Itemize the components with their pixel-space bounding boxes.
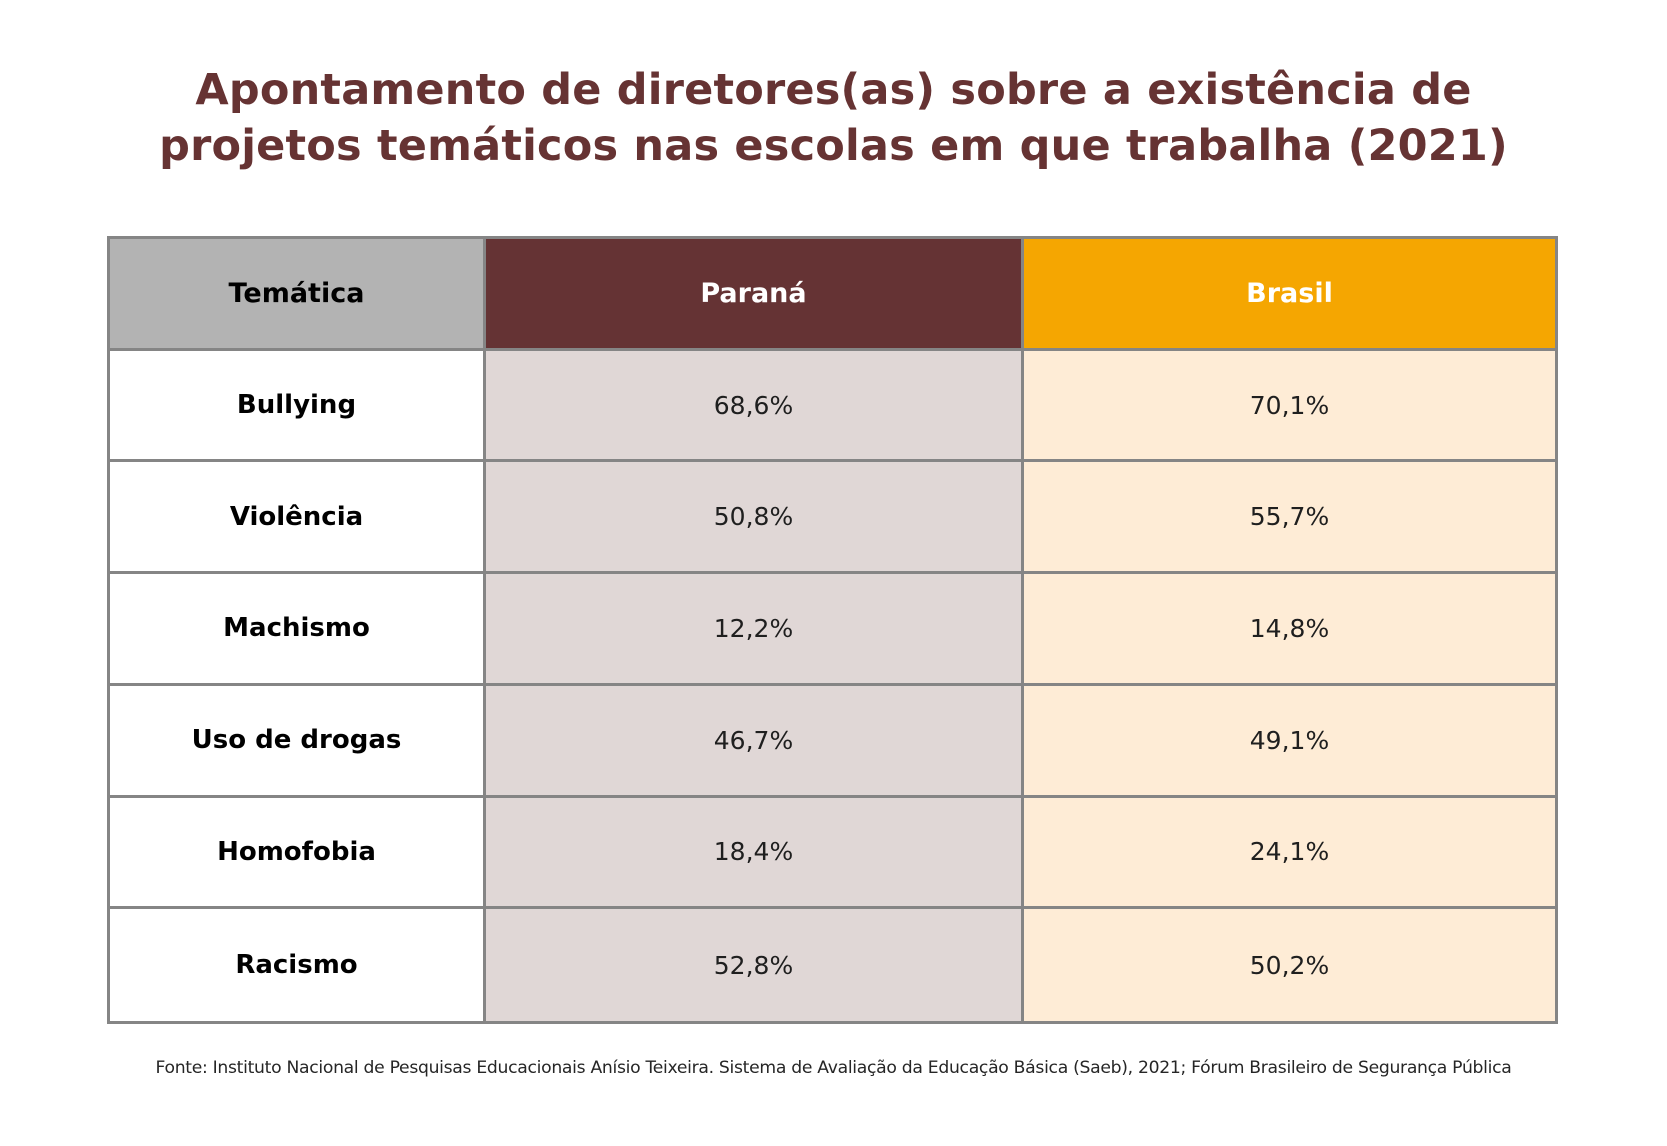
row-label: Racismo: [110, 909, 486, 1021]
cell-brasil-value: 55,7%: [1024, 462, 1555, 575]
data-table: Temática Paraná Brasil Bullying 68,6% 70,1…: [107, 236, 1558, 1024]
row-label: Bullying: [110, 350, 486, 463]
row-label: Uso de drogas: [110, 685, 486, 798]
cell-parana-value: 46,7%: [486, 685, 1024, 798]
chart-title-line-1: Apontamento de diretores(as) sobre a exi…: [195, 65, 1472, 115]
column-header-tematica: Temática: [110, 239, 486, 351]
chart-title-line-2: projetos temáticos nas escolas em que tr…: [159, 121, 1508, 171]
cell-brasil-value: 24,1%: [1024, 797, 1555, 910]
row-label: Homofobia: [110, 797, 486, 910]
cell-parana-value: 12,2%: [486, 574, 1024, 686]
cell-parana-value: 52,8%: [486, 909, 1024, 1021]
column-header-brasil: Brasil: [1024, 239, 1555, 351]
source-note: Fonte: Instituto Nacional de Pesquisas E…: [155, 1058, 1512, 1078]
cell-brasil-value: 70,1%: [1024, 350, 1555, 463]
cell-brasil-value: 14,8%: [1024, 574, 1555, 686]
cell-brasil-value: 49,1%: [1024, 685, 1555, 798]
row-label: Machismo: [110, 574, 486, 686]
chart-title: Apontamento de diretores(as) sobre a exi…: [0, 62, 1667, 174]
row-label: Violência: [110, 462, 486, 575]
cell-parana-value: 68,6%: [486, 350, 1024, 463]
cell-parana-value: 50,8%: [486, 462, 1024, 575]
cell-parana-value: 18,4%: [486, 797, 1024, 910]
column-header-parana: Paraná: [486, 239, 1024, 351]
cell-brasil-value: 50,2%: [1024, 909, 1555, 1021]
